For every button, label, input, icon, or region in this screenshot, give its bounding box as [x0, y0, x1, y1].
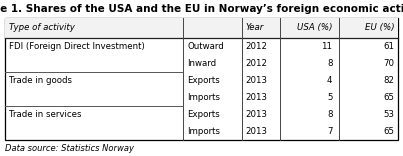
- Text: 65: 65: [383, 127, 394, 136]
- Text: EU (%): EU (%): [364, 23, 394, 32]
- Text: Trade in goods: Trade in goods: [9, 76, 72, 85]
- Text: Table 1. Shares of the USA and the EU in Norway’s foreign economic activity: Table 1. Shares of the USA and the EU in…: [0, 4, 403, 14]
- Bar: [5, 18, 398, 140]
- Text: Inward: Inward: [187, 59, 216, 68]
- Text: 4: 4: [327, 76, 332, 85]
- Text: 2013: 2013: [246, 76, 268, 85]
- Text: USA (%): USA (%): [297, 23, 332, 32]
- Text: 7: 7: [327, 127, 332, 136]
- Text: FDI (Foreign Direct Investment): FDI (Foreign Direct Investment): [9, 42, 145, 51]
- Text: 2013: 2013: [246, 110, 268, 119]
- Text: 65: 65: [383, 93, 394, 102]
- Text: 2012: 2012: [246, 42, 268, 51]
- Text: Outward: Outward: [187, 42, 224, 51]
- Text: Trade in services: Trade in services: [9, 110, 81, 119]
- Text: 82: 82: [383, 76, 394, 85]
- Text: 8: 8: [327, 110, 332, 119]
- Text: Exports: Exports: [187, 76, 220, 85]
- Bar: [5, 18, 398, 38]
- Text: 2012: 2012: [246, 59, 268, 68]
- Text: 11: 11: [322, 42, 332, 51]
- Text: Year: Year: [246, 23, 264, 32]
- Text: Data source: Statistics Norway: Data source: Statistics Norway: [5, 144, 134, 153]
- Text: Imports: Imports: [187, 93, 220, 102]
- Text: 61: 61: [383, 42, 394, 51]
- Text: Exports: Exports: [187, 110, 220, 119]
- Text: 53: 53: [383, 110, 394, 119]
- Text: 8: 8: [327, 59, 332, 68]
- Text: 5: 5: [327, 93, 332, 102]
- Text: 2013: 2013: [246, 93, 268, 102]
- Text: 2013: 2013: [246, 127, 268, 136]
- Text: Type of activity: Type of activity: [9, 23, 75, 32]
- Text: Imports: Imports: [187, 127, 220, 136]
- Text: 70: 70: [383, 59, 394, 68]
